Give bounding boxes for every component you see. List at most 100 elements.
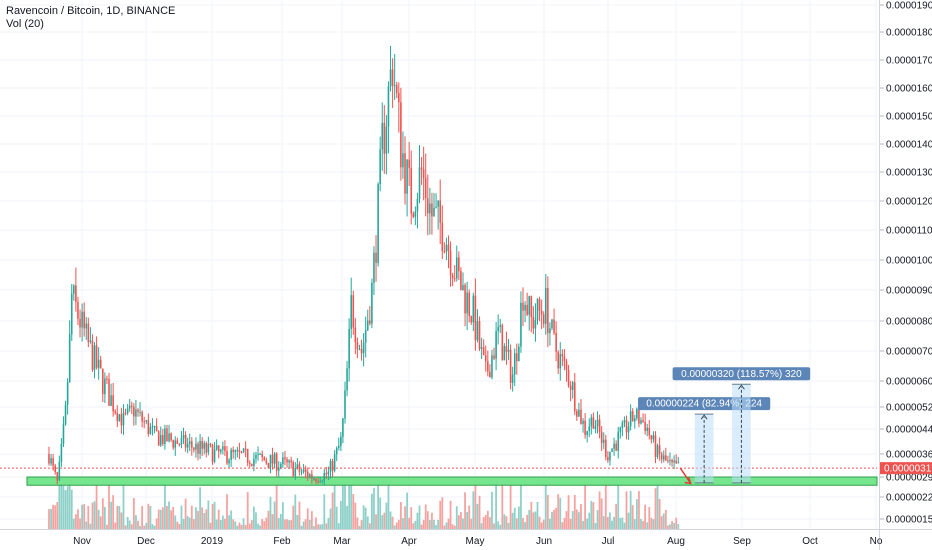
candle — [70, 283, 73, 342]
candle — [116, 405, 119, 428]
candle — [414, 206, 417, 226]
candle — [174, 436, 177, 456]
measurement-tools[interactable]: 0.00000224 (82.94%) 224 0.00000320 (118.5… — [638, 367, 811, 484]
price-range-measure[interactable]: 0.00000320 (118.57%) 320 — [672, 367, 811, 484]
volume-bar — [97, 509, 100, 529]
volume-bar — [219, 519, 222, 529]
volume-bar — [462, 518, 464, 529]
candle — [667, 455, 669, 464]
volume-bar — [399, 502, 402, 529]
volume-bar — [633, 519, 636, 529]
volume-bar — [482, 517, 485, 529]
volume-bar — [362, 505, 365, 529]
volume-bar — [594, 523, 597, 529]
candle — [137, 408, 139, 417]
candle — [503, 343, 506, 361]
candle — [404, 136, 406, 205]
candle — [468, 289, 470, 323]
candle — [155, 418, 158, 432]
volume-bar — [224, 518, 226, 529]
candle — [294, 462, 297, 480]
volume-bar — [571, 511, 574, 529]
volume-bar — [648, 506, 651, 529]
volume-bar — [321, 524, 324, 529]
volume-bar — [135, 515, 137, 529]
volume-bar — [215, 519, 218, 529]
candle — [619, 426, 622, 439]
time-axis[interactable]: Nov Dec 2019 Feb Mar Apr May Jun Jul Aug Sep Oct No — [73, 536, 883, 547]
volume-bar — [201, 507, 204, 529]
candle — [145, 419, 148, 425]
candle — [497, 314, 499, 345]
candle — [149, 423, 152, 435]
volume-bar — [540, 522, 543, 529]
candle — [476, 309, 479, 343]
volume-bar — [445, 522, 448, 529]
candle — [617, 426, 620, 459]
volume-bar — [375, 514, 377, 529]
volume-bar — [544, 485, 547, 529]
volume-bar — [85, 521, 88, 529]
candle — [240, 450, 243, 454]
candle — [64, 400, 67, 426]
volume-bar — [273, 501, 276, 529]
volume-bar — [236, 525, 239, 529]
candle — [58, 455, 61, 482]
candle — [489, 364, 491, 378]
candle — [348, 318, 350, 382]
volume-bar — [497, 521, 500, 529]
candle — [658, 437, 661, 461]
candle — [286, 457, 288, 468]
volume-bar — [149, 505, 152, 529]
candle — [124, 408, 127, 416]
candle — [141, 410, 143, 428]
volume-bar — [277, 517, 280, 529]
volume-bars — [48, 485, 680, 529]
volume-bar — [596, 510, 599, 529]
candle — [592, 412, 595, 429]
volume-bar — [271, 514, 274, 529]
volume-bar — [520, 485, 522, 529]
volume-bar — [611, 520, 613, 529]
volume-bar — [457, 515, 460, 529]
volume-bar — [660, 516, 663, 529]
volume-bar — [122, 485, 125, 529]
volume-bar — [673, 522, 676, 529]
candle — [182, 427, 185, 444]
volume-bar — [228, 515, 230, 529]
measure-label-box — [672, 367, 811, 381]
volume-bar — [344, 485, 346, 529]
candle — [640, 417, 642, 425]
candles — [48, 45, 680, 485]
candle — [317, 477, 319, 485]
volume-bar — [447, 518, 450, 529]
volume-bar — [151, 524, 154, 529]
symbol-title[interactable]: Ravencoin / Bitcoin, 1D, BINANCE — [6, 5, 176, 17]
volume-bar — [244, 525, 247, 529]
volume-bar — [658, 498, 661, 529]
candle — [426, 174, 429, 236]
volume-bar — [377, 485, 380, 529]
volume-bar — [195, 507, 197, 529]
candle — [321, 479, 324, 484]
volume-bar — [536, 501, 539, 529]
volume-bar — [677, 524, 680, 529]
candle — [458, 251, 460, 281]
volume-bar — [290, 520, 293, 529]
volume-bar — [176, 521, 179, 529]
volume-bar — [478, 495, 481, 529]
volume-bar — [143, 525, 146, 529]
candle — [300, 468, 303, 476]
time-tick-label: Mar — [333, 536, 351, 547]
volume-indicator-label[interactable]: Vol (20) — [6, 18, 44, 30]
candle — [449, 241, 452, 287]
volume-bar — [470, 518, 473, 529]
candle — [222, 441, 224, 455]
volume-bar — [137, 520, 139, 529]
candle — [302, 464, 305, 474]
candle — [451, 272, 454, 287]
candle — [91, 334, 94, 372]
